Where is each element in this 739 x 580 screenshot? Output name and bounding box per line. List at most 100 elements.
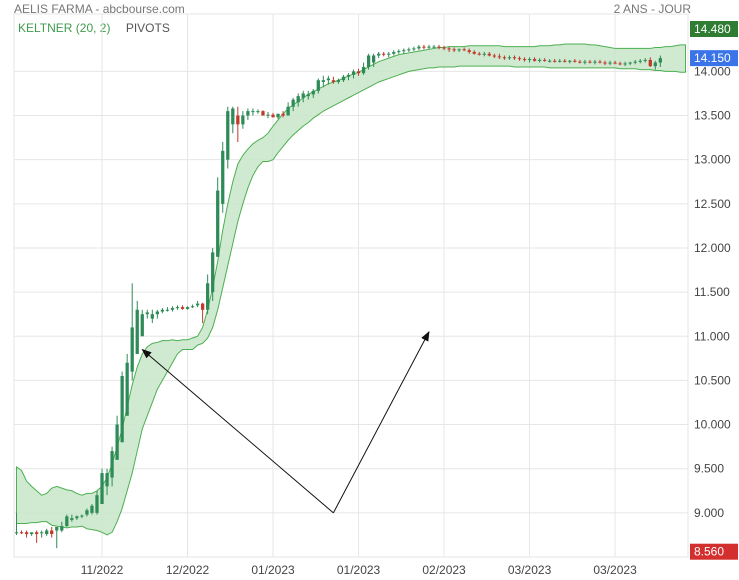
candle-body: [85, 510, 89, 515]
candle-body: [145, 312, 149, 315]
candle-body: [422, 46, 426, 48]
candle-body: [231, 108, 235, 125]
candle-body: [638, 60, 642, 62]
x-tick-label: 01/2023: [337, 563, 381, 577]
candle-body: [276, 113, 280, 118]
y-tick-label: 9.000: [694, 506, 724, 520]
y-tick-label: 10.500: [694, 373, 731, 387]
candle-body: [341, 76, 346, 81]
candle-body: [331, 80, 336, 82]
candle-body: [543, 59, 547, 61]
candle-body: [286, 106, 290, 116]
candle-body: [216, 190, 220, 257]
candle-body: [553, 60, 557, 62]
candle-body: [578, 61, 582, 63]
candle-body: [120, 376, 124, 443]
candle-body: [517, 58, 522, 60]
x-axis: 11/2022 12/2022 01/2023 01/2023 02/2023 03/20…: [81, 563, 637, 577]
candle-body: [558, 60, 562, 62]
legend-keltner[interactable]: KELTNER (20, 2): [18, 21, 111, 35]
last-price-badge-label: 14.150: [694, 51, 731, 65]
period-label[interactable]: 2 ANS - JOUR: [613, 2, 691, 16]
plot-frame: [13, 13, 689, 558]
candle-body: [497, 56, 502, 58]
y-tick-label: 12.000: [694, 241, 731, 255]
y-tick-label: 12.500: [694, 197, 731, 211]
candle-body: [487, 53, 491, 56]
candle-body: [387, 53, 391, 55]
candle-body: [29, 532, 34, 535]
x-tick-label: 03/2023: [593, 563, 637, 577]
candle-body: [492, 55, 496, 57]
candle-body: [603, 62, 607, 64]
candle-body: [185, 307, 190, 309]
candle-body: [432, 46, 436, 48]
candle-body: [115, 424, 119, 460]
candle-body: [150, 314, 154, 319]
candle-body: [532, 59, 537, 61]
candle-body: [402, 50, 406, 52]
candle-body: [321, 80, 325, 82]
candle-body: [452, 49, 456, 51]
price-badges: 14.480 14.150 8.560: [690, 21, 738, 560]
candle-body: [75, 516, 79, 519]
x-tick-label: 11/2022: [81, 563, 124, 577]
candle-body: [316, 80, 320, 91]
candle-body: [356, 71, 361, 74]
candle-body: [105, 473, 109, 487]
keltner-band: [16, 43, 686, 536]
candle-body: [633, 61, 637, 63]
candle-body: [648, 59, 652, 67]
y-axis: 14.000 13.500 13.000 12.500 12.000 11.500 11.0…: [694, 64, 731, 519]
max-price-badge-label: 14.480: [694, 22, 731, 36]
y-tick-label: 14.000: [694, 64, 731, 78]
y-tick-label: 13.500: [694, 109, 731, 123]
pivot-arrow: [332, 330, 430, 514]
candle-body: [412, 48, 416, 50]
candle-body: [246, 111, 250, 116]
candle-body: [190, 306, 195, 308]
candle-body: [100, 473, 104, 505]
min-price-badge-bg: [690, 543, 738, 560]
candle-body: [573, 60, 577, 62]
candle-body: [180, 307, 185, 309]
candle-body: [417, 46, 421, 49]
candle-body: [653, 62, 657, 67]
candle-body: [14, 532, 19, 534]
candle-body: [447, 48, 451, 50]
candle-body: [55, 526, 59, 531]
last-price-badge-bg: [690, 50, 738, 67]
x-tick-label: 02/2023: [422, 563, 466, 577]
candle-body: [643, 59, 647, 61]
chart-title: AELIS FARMA - abcbourse.com: [14, 2, 185, 16]
candle-body: [407, 49, 411, 51]
candle-body: [40, 532, 44, 534]
candle-body: [311, 90, 315, 95]
candle-body: [377, 53, 381, 56]
y-tick-label: 9.500: [694, 462, 724, 476]
candle-body: [371, 55, 376, 63]
candle-body: [24, 532, 29, 535]
candle-body: [170, 308, 175, 310]
y-tick-label: 11.000: [694, 329, 730, 343]
legend-pivots[interactable]: PIVOTS: [125, 21, 170, 35]
candle-body: [467, 50, 471, 52]
candle-body: [437, 46, 441, 48]
candle-body: [90, 505, 94, 513]
candle-body: [195, 303, 200, 306]
candle-body: [34, 532, 39, 535]
min-price-badge-label: 8.560: [694, 545, 724, 559]
candle-body: [206, 283, 210, 310]
candle-body: [135, 309, 139, 354]
y-tick-label: 10.000: [694, 418, 731, 432]
candle-body: [623, 63, 627, 65]
candle-body: [613, 62, 617, 64]
candle-body: [211, 252, 215, 293]
y-tick-label: 11.500: [694, 285, 730, 299]
candle-body: [382, 53, 386, 55]
candle-body: [482, 53, 486, 55]
candle-body: [593, 61, 597, 63]
candle-body: [165, 309, 170, 311]
candle-body: [226, 111, 230, 160]
